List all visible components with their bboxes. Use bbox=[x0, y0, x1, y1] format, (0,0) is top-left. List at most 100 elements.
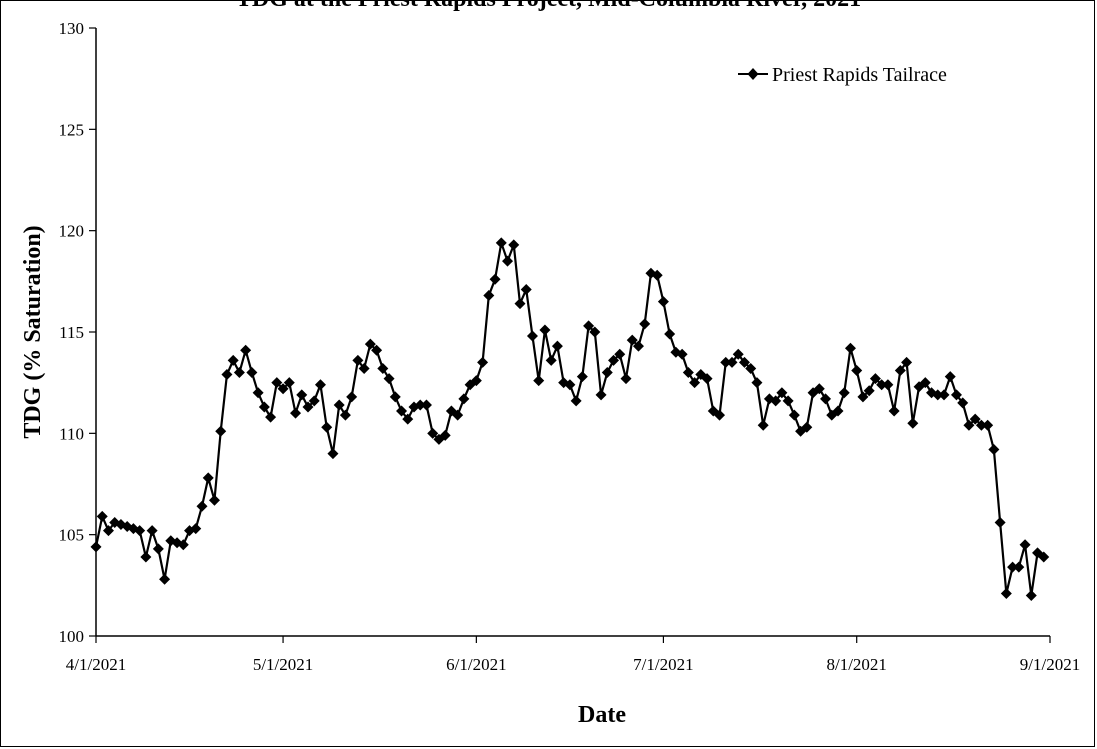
data-point-marker bbox=[377, 362, 389, 374]
data-point-marker bbox=[626, 334, 638, 346]
data-point-marker bbox=[1007, 561, 1019, 573]
data-point-marker bbox=[215, 425, 227, 437]
data-point-marker bbox=[595, 389, 607, 401]
data-point-marker bbox=[402, 413, 414, 425]
data-point-marker bbox=[396, 405, 408, 417]
data-point-marker bbox=[944, 371, 956, 383]
legend-label: Priest Rapids Tailrace bbox=[772, 64, 947, 86]
data-point-marker bbox=[988, 444, 1000, 456]
data-point-marker bbox=[570, 395, 582, 407]
data-point-marker bbox=[190, 523, 202, 535]
data-point-marker bbox=[776, 387, 788, 399]
x-tick-label: 9/1/2021 bbox=[1020, 655, 1080, 674]
x-axis-ticks: 4/1/2021 5/1/2021 6/1/2021 7/1/2021 8/1/2021… bbox=[66, 636, 1080, 674]
data-point-marker bbox=[1000, 587, 1012, 599]
data-point-marker bbox=[240, 344, 252, 356]
data-point-marker bbox=[1013, 561, 1025, 573]
data-point-marker bbox=[202, 472, 214, 484]
data-point-marker bbox=[277, 383, 289, 395]
data-point-marker bbox=[657, 296, 669, 308]
y-axis-ticks: 100 105 110 115 120 125 130 bbox=[59, 19, 96, 646]
data-point-marker bbox=[851, 365, 863, 377]
data-point-marker bbox=[483, 290, 495, 302]
data-point-marker bbox=[283, 377, 295, 389]
y-tick-label: 105 bbox=[59, 526, 85, 545]
data-point-marker bbox=[857, 391, 869, 403]
data-point-marker bbox=[333, 399, 345, 411]
data-point-marker bbox=[639, 318, 651, 330]
data-point-marker bbox=[608, 354, 620, 366]
data-point-marker bbox=[632, 340, 644, 352]
data-point-marker bbox=[982, 419, 994, 431]
data-point-marker bbox=[1019, 539, 1031, 551]
data-point-marker bbox=[514, 298, 526, 310]
data-point-marker bbox=[470, 375, 482, 387]
data-point-marker bbox=[152, 543, 164, 555]
data-point-marker bbox=[302, 401, 314, 413]
data-point-marker bbox=[689, 377, 701, 389]
data-point-marker bbox=[583, 320, 595, 332]
data-point-marker bbox=[876, 379, 888, 391]
legend-marker bbox=[747, 68, 759, 80]
data-point-marker bbox=[339, 409, 351, 421]
y-tick-label: 120 bbox=[59, 222, 85, 241]
data-point-marker bbox=[265, 411, 277, 423]
data-point-marker bbox=[96, 510, 108, 522]
data-point-marker bbox=[738, 356, 750, 368]
y-tick-label: 100 bbox=[59, 627, 85, 646]
data-point-marker bbox=[314, 379, 326, 391]
y-axis-title: TDG (% Saturation) bbox=[20, 225, 46, 438]
data-point-marker bbox=[714, 409, 726, 421]
y-tick-label: 110 bbox=[59, 424, 84, 443]
x-tick-label: 8/1/2021 bbox=[826, 655, 886, 674]
data-point-marker bbox=[957, 397, 969, 409]
data-point-marker bbox=[564, 379, 576, 391]
data-point-marker bbox=[820, 393, 832, 405]
data-point-marker bbox=[533, 375, 545, 387]
data-point-marker bbox=[682, 367, 694, 379]
data-point-marker bbox=[539, 324, 551, 336]
data-point-marker bbox=[140, 551, 152, 563]
x-tick-label: 6/1/2021 bbox=[446, 655, 506, 674]
data-point-marker bbox=[258, 401, 270, 413]
data-point-marker bbox=[134, 525, 146, 537]
data-point-marker bbox=[1025, 589, 1037, 601]
data-point-marker bbox=[489, 273, 501, 285]
data-point-marker bbox=[601, 367, 613, 379]
data-point-marker bbox=[383, 373, 395, 385]
data-point-marker bbox=[296, 389, 308, 401]
data-point-marker bbox=[371, 344, 383, 356]
data-point-marker bbox=[720, 356, 732, 368]
y-tick-label: 130 bbox=[59, 19, 85, 38]
y-tick-label: 115 bbox=[59, 323, 84, 342]
data-point-marker bbox=[676, 348, 688, 360]
data-point-marker bbox=[233, 367, 245, 379]
data-point-marker bbox=[495, 237, 507, 249]
data-point-marker bbox=[271, 377, 283, 389]
data-point-marker bbox=[869, 373, 881, 385]
data-point-marker bbox=[788, 409, 800, 421]
data-point-marker bbox=[159, 573, 171, 585]
data-point-marker bbox=[882, 379, 894, 391]
data-point-marker bbox=[321, 421, 333, 433]
data-point-marker bbox=[90, 541, 102, 553]
data-point-marker bbox=[950, 389, 962, 401]
legend: Priest Rapids Tailrace bbox=[738, 64, 947, 86]
data-point-marker bbox=[502, 255, 514, 267]
data-point-marker bbox=[894, 365, 906, 377]
data-point-marker bbox=[458, 393, 470, 405]
data-point-marker bbox=[938, 389, 950, 401]
data-point-marker bbox=[439, 429, 451, 441]
data-point-marker bbox=[364, 338, 376, 350]
data-point-marker bbox=[520, 283, 532, 295]
data-point-marker bbox=[813, 383, 825, 395]
data-point-marker bbox=[589, 326, 601, 338]
data-point-marker bbox=[888, 405, 900, 417]
data-point-marker bbox=[782, 395, 794, 407]
data-point-marker bbox=[614, 348, 626, 360]
data-point-marker bbox=[932, 389, 944, 401]
y-tick-label: 125 bbox=[59, 120, 85, 139]
data-point-marker bbox=[196, 500, 208, 512]
data-point-marker bbox=[221, 369, 233, 381]
